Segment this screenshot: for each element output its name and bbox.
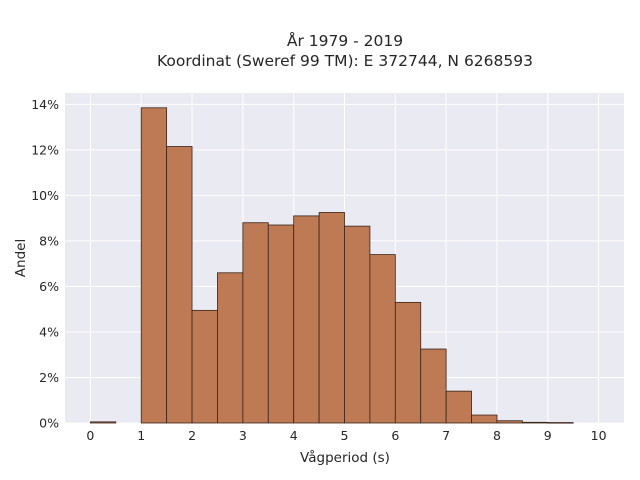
histogram-bar <box>90 421 117 424</box>
histogram-bar <box>471 414 498 424</box>
y-axis-label: Andel <box>13 239 29 277</box>
histogram-bar <box>166 146 193 424</box>
chart-subtitle: Koordinat (Sweref 99 TM): E 372744, N 62… <box>157 52 533 70</box>
histogram-bar <box>420 348 447 424</box>
y-tick-label: 6% <box>39 279 59 294</box>
x-tick-label: 2 <box>188 428 196 443</box>
histogram-bar <box>394 301 422 424</box>
x-tick-label: 4 <box>290 428 298 443</box>
y-tick-label: 8% <box>39 233 59 248</box>
histogram-bar <box>521 421 549 424</box>
histogram-bar <box>547 422 574 424</box>
x-tick-label: 6 <box>391 428 399 443</box>
histogram-bar <box>445 390 472 424</box>
x-axis-label: Vågperiod (s) <box>300 449 390 466</box>
x-axis-ticks: 0 1 2 3 4 5 6 7 8 9 10 <box>86 428 606 443</box>
x-tick-label: 0 <box>86 428 94 443</box>
x-tick-label: 5 <box>341 428 349 443</box>
y-tick-label: 12% <box>31 142 59 157</box>
x-tick-label: 9 <box>544 428 552 443</box>
y-tick-label: 14% <box>31 97 59 112</box>
x-tick-label: 1 <box>137 428 145 443</box>
bars <box>90 107 574 424</box>
x-tick-label: 3 <box>239 428 247 443</box>
histogram-bar <box>369 254 396 424</box>
y-tick-label: 0% <box>39 416 59 431</box>
y-tick-label: 2% <box>39 370 59 385</box>
x-tick-label: 8 <box>493 428 501 443</box>
chart-title: År 1979 - 2019 <box>287 31 403 50</box>
histogram-bar <box>242 222 269 424</box>
x-tick-label: 10 <box>591 428 607 443</box>
histogram-bar <box>191 309 218 424</box>
histogram-bar <box>496 420 523 424</box>
y-tick-label: 10% <box>31 188 59 203</box>
y-tick-label: 4% <box>39 324 59 339</box>
histogram-bar <box>140 107 168 424</box>
histogram-bar <box>267 224 295 424</box>
y-axis-ticks: 0% 2% 4% 6% 8% 10% 12% 14% <box>31 97 59 431</box>
histogram-bar <box>217 272 244 424</box>
histogram-bar <box>318 212 345 424</box>
x-tick-label: 7 <box>442 428 450 443</box>
histogram-bar <box>344 225 371 424</box>
histogram-bar <box>293 215 320 424</box>
